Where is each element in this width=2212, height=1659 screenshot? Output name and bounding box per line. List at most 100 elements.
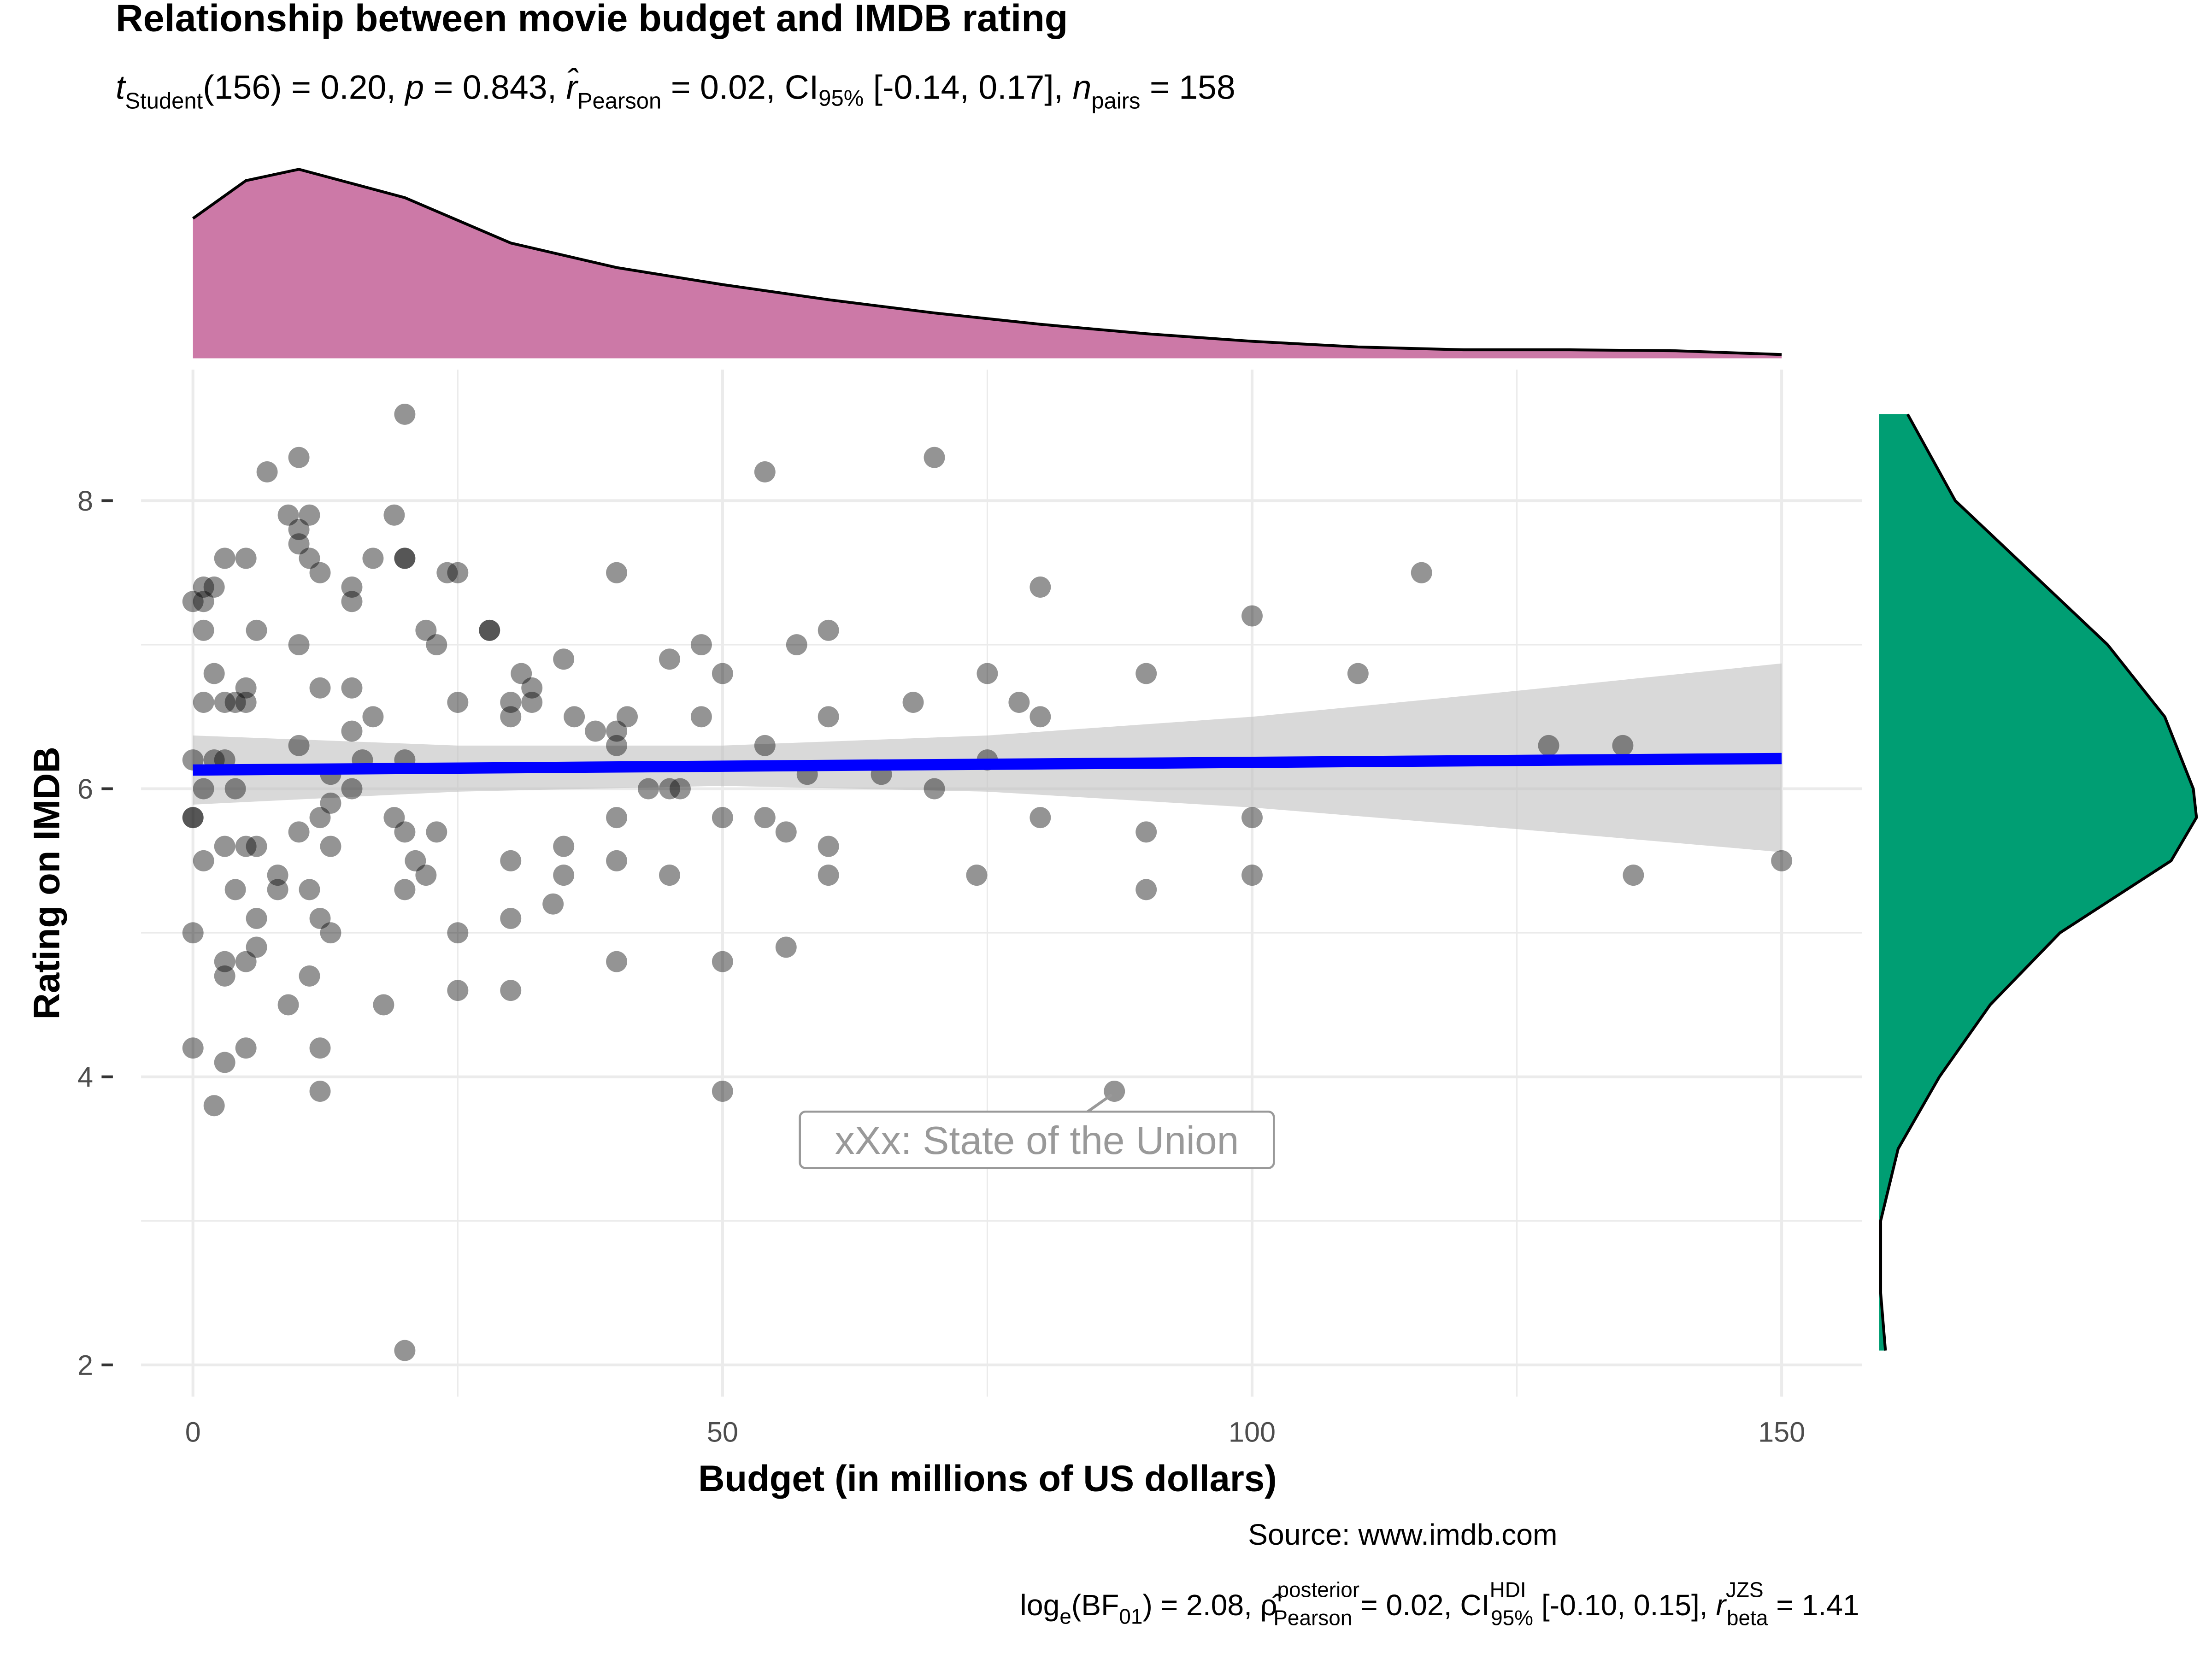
point — [288, 634, 310, 655]
point — [712, 951, 733, 972]
point — [1008, 692, 1030, 713]
point — [479, 619, 500, 641]
point — [712, 1081, 733, 1102]
point — [606, 951, 628, 972]
point — [309, 807, 331, 829]
point — [224, 879, 246, 900]
point — [712, 663, 733, 684]
point — [1241, 605, 1263, 627]
regression-line — [193, 753, 1782, 776]
point — [606, 850, 628, 871]
bayes-part: log — [1020, 1588, 1060, 1622]
y-axis-label: Rating on IMDB — [26, 747, 67, 1019]
point — [394, 547, 416, 569]
plot-area: 0 50 100 150 2 4 6 8 — [77, 168, 2198, 1448]
point — [214, 965, 235, 987]
point — [924, 447, 945, 468]
point — [193, 619, 214, 641]
point — [606, 807, 628, 829]
x-axis-label: Budget (in millions of US dollars) — [698, 1458, 1277, 1499]
point — [542, 893, 564, 915]
point — [309, 1081, 331, 1102]
point — [288, 735, 310, 756]
point — [754, 735, 776, 756]
point — [447, 562, 469, 583]
point — [818, 619, 839, 641]
point — [288, 533, 310, 555]
point — [924, 778, 945, 800]
annotation: xXx: State of the Union — [835, 1118, 1239, 1163]
bayes-part: 95% — [1491, 1606, 1533, 1630]
point — [214, 692, 235, 713]
point — [277, 504, 299, 526]
point — [1030, 807, 1051, 829]
point — [606, 562, 628, 583]
point — [309, 907, 331, 929]
point — [394, 1340, 416, 1361]
point — [299, 965, 320, 987]
bayes-part: = 0.02, CI — [1352, 1588, 1489, 1622]
bayes-part: HDI — [1490, 1577, 1526, 1601]
point — [659, 865, 680, 886]
subtitle-part: n — [1073, 68, 1092, 106]
point — [775, 821, 797, 843]
point — [553, 865, 575, 886]
point — [447, 922, 469, 944]
point — [341, 677, 363, 699]
point — [902, 692, 924, 713]
point — [754, 461, 776, 482]
point — [320, 835, 341, 857]
point — [373, 994, 394, 1016]
point — [1612, 735, 1634, 756]
point — [235, 951, 257, 972]
point — [309, 562, 331, 583]
y-tick-label: 8 — [77, 485, 93, 517]
point — [606, 720, 628, 742]
x-density — [193, 169, 1782, 359]
point — [299, 504, 320, 526]
point — [182, 807, 204, 829]
point — [966, 865, 988, 886]
point — [309, 1037, 331, 1059]
point — [288, 821, 310, 843]
subtitle-part: 95% — [818, 86, 864, 111]
subtitle-part: pairs — [1091, 89, 1140, 114]
point — [690, 706, 712, 728]
point — [1135, 821, 1157, 843]
point — [1347, 663, 1369, 684]
y-tick-label: 2 — [77, 1349, 93, 1381]
point — [193, 692, 214, 713]
bayes-part: e — [1059, 1604, 1071, 1628]
point — [203, 577, 225, 598]
point — [479, 619, 500, 641]
annotation-connector — [1087, 1094, 1113, 1113]
point — [818, 706, 839, 728]
point — [394, 879, 416, 900]
point — [500, 980, 522, 1001]
x-tick-label: 100 — [1229, 1417, 1276, 1448]
point — [405, 850, 426, 871]
point — [288, 519, 310, 540]
point — [1411, 562, 1432, 583]
point — [214, 835, 235, 857]
point — [299, 547, 320, 569]
subtitle-part: p — [404, 68, 424, 106]
chart-title: Relationship between movie budget and IM… — [116, 0, 1068, 39]
point — [638, 778, 659, 800]
point — [341, 778, 363, 800]
point — [553, 648, 575, 670]
point — [246, 835, 267, 857]
subtitle-part: r̂ — [566, 67, 578, 106]
point — [341, 577, 363, 598]
point — [246, 619, 267, 641]
point — [182, 922, 204, 944]
point — [267, 879, 288, 900]
point — [786, 634, 807, 655]
caption: Source: www.imdb.com — [1248, 1518, 1557, 1551]
point — [320, 922, 341, 944]
point — [224, 692, 246, 713]
chart-subtitle: tStudent(156) = 0.20, p = 0.843, r̂Pears… — [116, 67, 1235, 114]
point — [1771, 850, 1793, 871]
